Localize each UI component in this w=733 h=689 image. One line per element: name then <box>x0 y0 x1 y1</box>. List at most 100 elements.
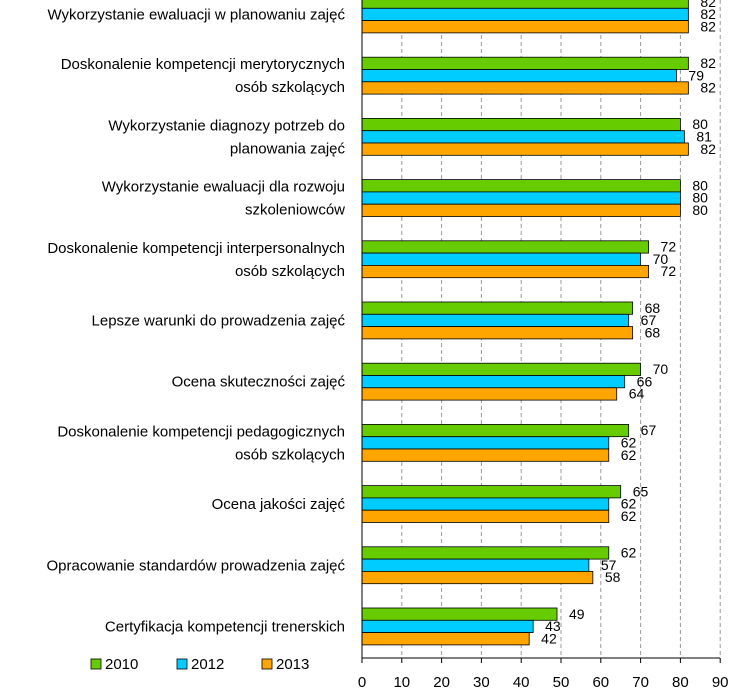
value-label-2012-7: 62 <box>621 435 637 451</box>
value-label-2010-10: 49 <box>569 606 585 622</box>
bar-2012-7 <box>361 436 610 450</box>
value-label-2012-6: 66 <box>637 373 653 389</box>
value-label-2013-8: 62 <box>621 508 637 524</box>
value-label-2010-4: 72 <box>661 239 677 255</box>
value-label-2013-10: 42 <box>541 630 557 646</box>
bar-2010-2 <box>361 118 681 132</box>
x-tick-label-20: 20 <box>433 674 450 689</box>
legend-label-2013: 2013 <box>276 656 309 673</box>
category-label-2-line-0: Wykorzystanie diagnozy potrzeb do <box>108 117 345 134</box>
category-label-1-line-1: osób szkolących <box>235 79 345 96</box>
bar-2012-9 <box>361 558 590 572</box>
legend-label-2010: 2010 <box>105 656 138 673</box>
legend: 2010 2012 2013 <box>90 656 309 673</box>
value-label-2013-2: 82 <box>700 141 716 157</box>
bar-2010-9 <box>361 546 610 560</box>
category-label-3-line-1: szkoleniowców <box>245 202 345 219</box>
legend-swatch-2010 <box>90 658 102 670</box>
x-tick-label-90: 90 <box>712 674 729 689</box>
category-label-4-line-1: osób szkolących <box>235 263 345 280</box>
bar-2010-5 <box>361 301 634 315</box>
bar-2010-8 <box>361 485 622 499</box>
legend-swatch-2012 <box>176 658 188 670</box>
value-label-2013-1: 82 <box>700 80 716 96</box>
bar-2013-5 <box>361 326 634 340</box>
bars <box>361 0 689 646</box>
value-label-2013-4: 72 <box>661 263 677 279</box>
bar-2010-1 <box>361 56 689 70</box>
value-label-2012-4: 70 <box>653 251 669 267</box>
value-label-2010-0: 82 <box>700 0 716 10</box>
bar-2012-0 <box>361 7 689 22</box>
bar-2012-6 <box>361 375 626 389</box>
category-label-8: Ocena jakości zajęć <box>212 496 346 513</box>
bar-2012-4 <box>361 252 642 266</box>
value-label-2012-1: 79 <box>688 67 704 83</box>
bar-2013-2 <box>361 142 689 156</box>
bar-2012-8 <box>361 497 610 511</box>
category-label-2-line-1: planowania zajęć <box>230 140 346 157</box>
bar-2012-10 <box>361 619 534 633</box>
category-label-0: Wykorzystanie ewaluacji w planowaniu zaj… <box>47 6 345 23</box>
value-label-2012-3: 80 <box>692 190 708 206</box>
value-labels: 8282828279828081828080807270726867687066… <box>541 0 716 646</box>
value-label-2013-3: 80 <box>692 202 708 218</box>
value-label-2010-8: 65 <box>633 483 649 499</box>
category-label-7-line-0: Doskonalenie kompetencji pedagogicznych <box>57 423 345 440</box>
value-label-2010-1: 82 <box>700 55 716 71</box>
category-label-7-line-1: osób szkolących <box>235 446 345 463</box>
bar-2010-6 <box>361 362 642 376</box>
x-tick-label-70: 70 <box>632 674 649 689</box>
legend-swatch-2013 <box>261 658 273 670</box>
value-label-2013-7: 62 <box>621 447 637 463</box>
x-tick-label-60: 60 <box>592 674 609 689</box>
bar-2013-1 <box>361 81 689 95</box>
legend-label-2012: 2012 <box>191 656 224 673</box>
category-labels: Wykorzystanie ewaluacji w planowaniu zaj… <box>46 6 345 635</box>
bar-2013-10 <box>361 632 530 646</box>
x-tick-label-40: 40 <box>513 674 530 689</box>
category-label-3-line-0: Wykorzystanie ewaluacji dla rozwoju <box>102 179 345 196</box>
bar-2010-4 <box>361 240 649 254</box>
x-tick-label-10: 10 <box>393 674 410 689</box>
bar-2010-10 <box>361 607 558 621</box>
x-tick-label-80: 80 <box>672 674 689 689</box>
value-label-2010-7: 67 <box>641 422 657 438</box>
bar-2010-7 <box>361 423 630 438</box>
category-label-1-line-0: Doskonalenie kompetencji merytorycznych <box>61 56 345 73</box>
bar-2010-0 <box>361 0 689 9</box>
category-label-9: Opracowanie standardów prowadzenia zajęć <box>46 557 345 574</box>
value-label-2013-0: 82 <box>700 18 716 34</box>
bar-2013-9 <box>361 571 594 585</box>
x-tick-label-0: 0 <box>358 674 366 689</box>
bar-2012-5 <box>361 313 630 327</box>
value-label-2013-6: 64 <box>629 386 645 402</box>
value-label-2010-9: 62 <box>621 545 637 561</box>
value-label-2013-5: 68 <box>645 324 661 340</box>
value-label-2010-2: 80 <box>692 116 708 132</box>
bar-2012-2 <box>361 130 685 144</box>
value-label-2012-10: 43 <box>545 618 561 634</box>
x-tick-label-50: 50 <box>553 674 570 689</box>
value-label-2012-5: 67 <box>641 312 657 328</box>
value-label-2012-0: 82 <box>700 6 716 22</box>
bar-2013-4 <box>361 264 649 279</box>
bar-2012-1 <box>361 69 677 83</box>
value-label-2010-6: 70 <box>653 361 669 377</box>
category-label-4-line-0: Doskonalenie kompetencji interpersonalny… <box>47 240 345 257</box>
bar-2010-3 <box>361 179 681 193</box>
bar-2013-8 <box>361 509 610 523</box>
bar-2012-3 <box>361 191 681 205</box>
bar-2013-7 <box>361 448 610 462</box>
value-label-2010-5: 68 <box>645 300 661 316</box>
bar-2013-3 <box>361 203 681 217</box>
category-label-5: Lepsze warunki do prowadzenia zajęć <box>92 312 346 329</box>
value-label-2013-9: 58 <box>605 569 621 585</box>
category-label-6: Ocena skuteczności zajęć <box>172 374 346 391</box>
value-label-2012-9: 57 <box>601 557 617 573</box>
bar-2013-6 <box>361 387 618 401</box>
value-label-2012-2: 81 <box>696 129 712 145</box>
value-label-2010-3: 80 <box>692 177 708 193</box>
axes: 0 10 20 30 40 50 60 70 80 90 <box>358 0 729 689</box>
